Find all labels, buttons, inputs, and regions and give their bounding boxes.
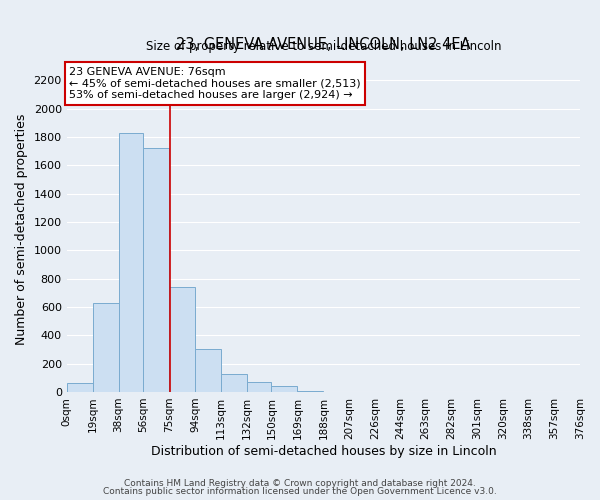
Bar xyxy=(119,132,143,392)
Bar xyxy=(195,350,221,392)
Bar xyxy=(298,390,323,392)
Bar xyxy=(67,384,92,392)
Bar xyxy=(143,148,169,392)
X-axis label: Distribution of semi-detached houses by size in Lincoln: Distribution of semi-detached houses by … xyxy=(151,444,496,458)
Bar xyxy=(169,287,195,392)
Text: Contains HM Land Registry data © Crown copyright and database right 2024.: Contains HM Land Registry data © Crown c… xyxy=(124,478,476,488)
Bar xyxy=(221,374,247,392)
Text: Size of property relative to semi-detached houses in Lincoln: Size of property relative to semi-detach… xyxy=(146,40,501,53)
Bar xyxy=(271,386,298,392)
Bar xyxy=(92,302,119,392)
Y-axis label: Number of semi-detached properties: Number of semi-detached properties xyxy=(15,114,28,345)
Text: 23 GENEVA AVENUE: 76sqm
← 45% of semi-detached houses are smaller (2,513)
53% of: 23 GENEVA AVENUE: 76sqm ← 45% of semi-de… xyxy=(70,67,361,100)
Bar xyxy=(247,382,271,392)
Text: Contains public sector information licensed under the Open Government Licence v3: Contains public sector information licen… xyxy=(103,488,497,496)
Title: 23, GENEVA AVENUE, LINCOLN, LN2 4EA: 23, GENEVA AVENUE, LINCOLN, LN2 4EA xyxy=(176,38,470,52)
